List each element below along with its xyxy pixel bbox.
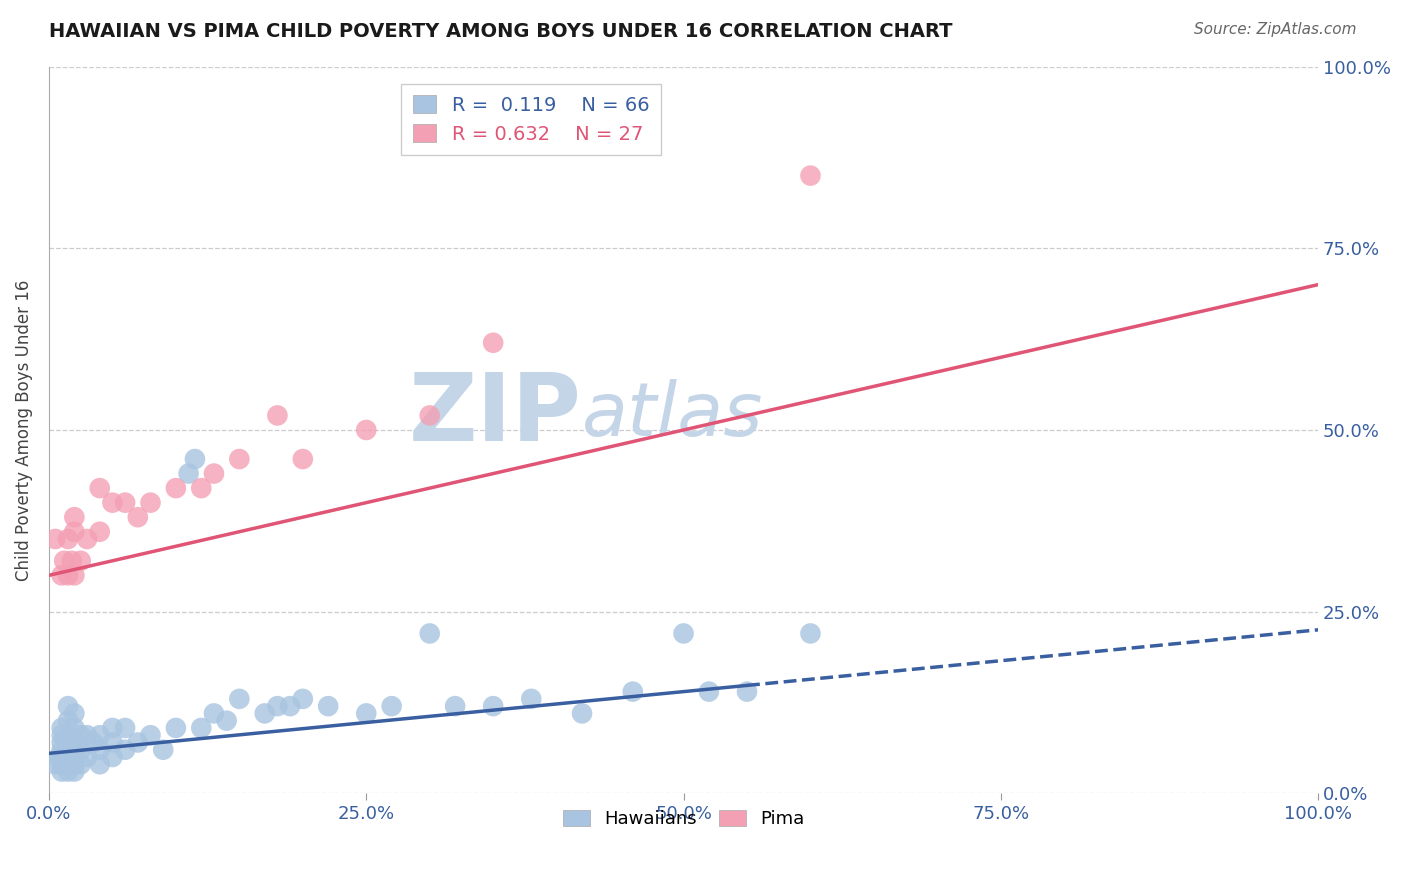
Text: HAWAIIAN VS PIMA CHILD POVERTY AMONG BOYS UNDER 16 CORRELATION CHART: HAWAIIAN VS PIMA CHILD POVERTY AMONG BOY…	[49, 22, 953, 41]
Point	[63, 750, 86, 764]
Point	[56, 714, 79, 728]
Point	[63, 721, 86, 735]
Point	[266, 409, 288, 423]
Point	[419, 626, 441, 640]
Point	[51, 728, 73, 742]
Point	[69, 554, 91, 568]
Point	[89, 481, 111, 495]
Text: Source: ZipAtlas.com: Source: ZipAtlas.com	[1194, 22, 1357, 37]
Point	[101, 721, 124, 735]
Point	[127, 510, 149, 524]
Text: ZIP: ZIP	[409, 369, 582, 461]
Point	[316, 699, 339, 714]
Point	[51, 764, 73, 779]
Point	[56, 735, 79, 749]
Point	[51, 568, 73, 582]
Point	[520, 691, 543, 706]
Point	[56, 699, 79, 714]
Point	[799, 169, 821, 183]
Point	[63, 757, 86, 772]
Point	[89, 524, 111, 539]
Point	[190, 481, 212, 495]
Point	[56, 568, 79, 582]
Point	[190, 721, 212, 735]
Point	[60, 554, 83, 568]
Point	[165, 481, 187, 495]
Point	[69, 728, 91, 742]
Point	[69, 757, 91, 772]
Point	[278, 699, 301, 714]
Point	[53, 757, 76, 772]
Point	[69, 743, 91, 757]
Point	[127, 735, 149, 749]
Point	[291, 691, 314, 706]
Point	[114, 743, 136, 757]
Point	[697, 684, 720, 698]
Point	[356, 706, 378, 721]
Point	[56, 764, 79, 779]
Point	[253, 706, 276, 721]
Point	[76, 750, 98, 764]
Point	[215, 714, 238, 728]
Point	[621, 684, 644, 698]
Point	[63, 735, 86, 749]
Point	[381, 699, 404, 714]
Point	[571, 706, 593, 721]
Point	[101, 750, 124, 764]
Point	[63, 510, 86, 524]
Point	[56, 750, 79, 764]
Point	[114, 496, 136, 510]
Point	[356, 423, 378, 437]
Point	[44, 532, 66, 546]
Point	[63, 764, 86, 779]
Point	[51, 735, 73, 749]
Point	[51, 721, 73, 735]
Point	[63, 568, 86, 582]
Point	[89, 728, 111, 742]
Legend: Hawaiians, Pima: Hawaiians, Pima	[555, 803, 811, 835]
Point	[165, 721, 187, 735]
Point	[51, 750, 73, 764]
Point	[184, 452, 207, 467]
Point	[63, 706, 86, 721]
Point	[53, 554, 76, 568]
Point	[56, 757, 79, 772]
Point	[56, 532, 79, 546]
Point	[266, 699, 288, 714]
Point	[76, 532, 98, 546]
Point	[89, 743, 111, 757]
Point	[291, 452, 314, 467]
Point	[419, 409, 441, 423]
Point	[48, 750, 70, 764]
Point	[735, 684, 758, 698]
Point	[44, 757, 66, 772]
Point	[202, 467, 225, 481]
Point	[101, 496, 124, 510]
Point	[799, 626, 821, 640]
Point	[228, 452, 250, 467]
Point	[139, 728, 162, 742]
Point	[152, 743, 174, 757]
Point	[89, 757, 111, 772]
Point	[60, 757, 83, 772]
Point	[672, 626, 695, 640]
Point	[101, 735, 124, 749]
Point	[202, 706, 225, 721]
Point	[228, 691, 250, 706]
Point	[51, 743, 73, 757]
Point	[482, 699, 505, 714]
Y-axis label: Child Poverty Among Boys Under 16: Child Poverty Among Boys Under 16	[15, 279, 32, 581]
Point	[177, 467, 200, 481]
Text: atlas: atlas	[582, 379, 763, 451]
Point	[482, 335, 505, 350]
Point	[56, 728, 79, 742]
Point	[51, 757, 73, 772]
Point	[63, 743, 86, 757]
Point	[114, 721, 136, 735]
Point	[76, 728, 98, 742]
Point	[139, 496, 162, 510]
Point	[82, 735, 104, 749]
Point	[444, 699, 467, 714]
Point	[63, 524, 86, 539]
